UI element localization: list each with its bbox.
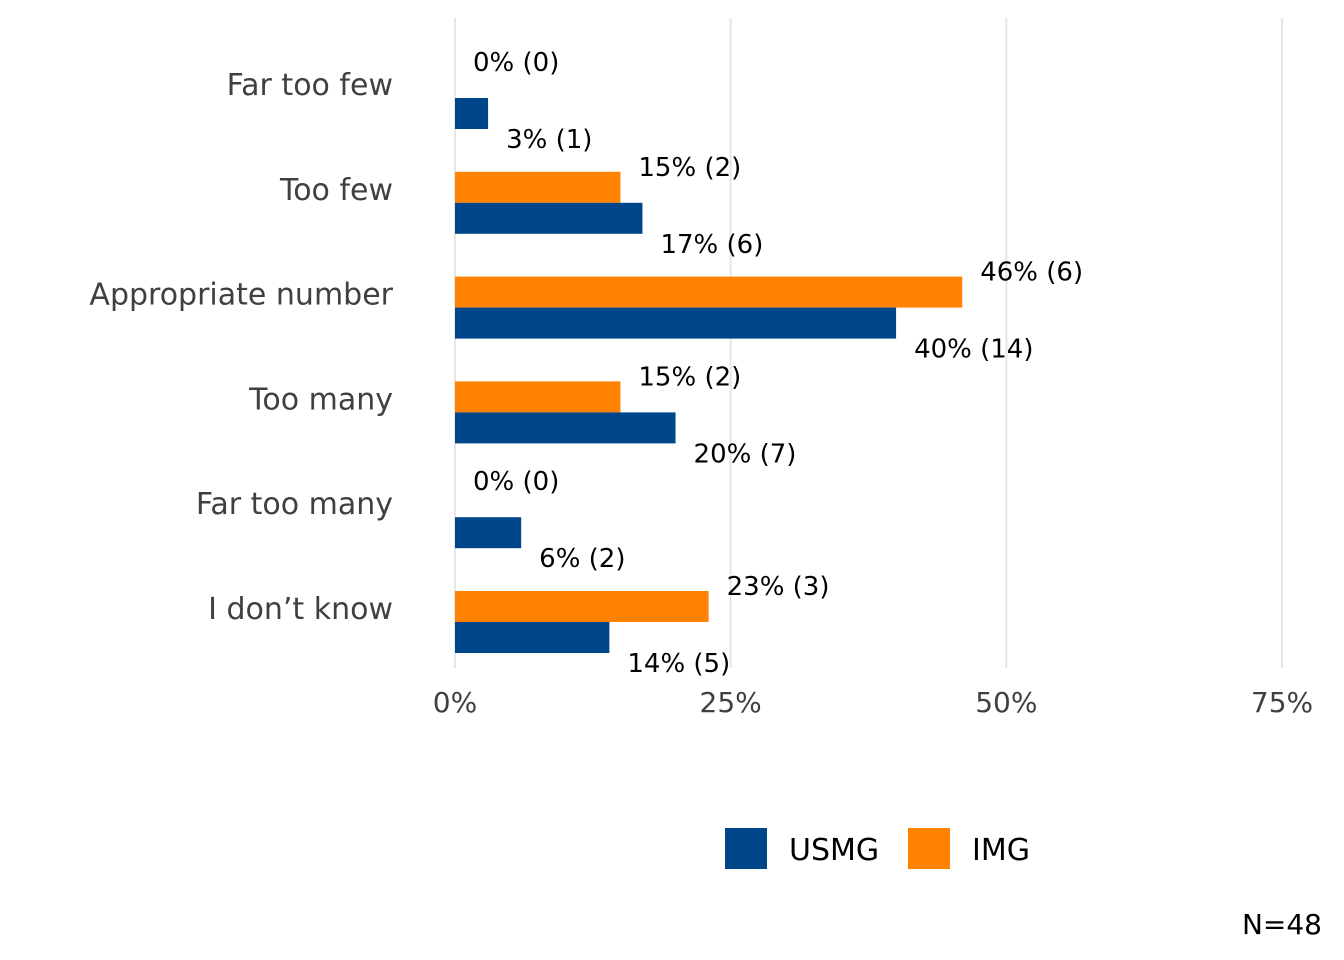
bar-img <box>455 171 621 203</box>
x-axis-ticks: 0% 25% 50% 75% <box>433 686 1313 719</box>
data-label-img: 0% (0) <box>473 467 559 497</box>
bar-img <box>455 276 963 308</box>
category-label: Far too many <box>196 487 393 522</box>
legend-swatch-usmg <box>725 828 767 869</box>
category-labels: Far too few Too few Appropriate number Too … <box>89 68 393 627</box>
bar-usmg <box>455 202 643 234</box>
legend: USMG IMG <box>725 828 1030 869</box>
bar-usmg <box>455 307 897 339</box>
bar-img <box>455 381 621 413</box>
data-label-usmg: 3% (1) <box>506 125 592 155</box>
x-tick-label: 25% <box>700 686 762 719</box>
data-label-usmg: 6% (2) <box>539 544 625 574</box>
legend-label-usmg: USMG <box>789 833 879 868</box>
data-label-usmg: 20% (7) <box>694 439 797 469</box>
data-label-img: 46% (6) <box>980 258 1083 288</box>
category-label: Too many <box>248 382 393 417</box>
bar-usmg <box>455 517 522 549</box>
data-label-img: 15% (2) <box>638 362 741 392</box>
sample-size-note: N=48 <box>1242 908 1322 941</box>
bar-usmg <box>455 412 676 444</box>
legend-swatch-img <box>908 828 950 869</box>
gridlines <box>454 18 1283 668</box>
bar-img <box>455 591 709 622</box>
data-label-img: 0% (0) <box>473 48 559 78</box>
category-label: Appropriate number <box>89 278 393 313</box>
x-tick-label: 0% <box>433 686 477 719</box>
category-label: Far too few <box>227 68 393 103</box>
data-label-usmg: 40% (14) <box>914 335 1033 365</box>
x-tick-label: 75% <box>1251 686 1313 719</box>
data-label-usmg: 17% (6) <box>660 230 763 260</box>
legend-label-img: IMG <box>972 833 1030 868</box>
data-labels: 0% (0) 3% (1) 15% (2) 17% (6) 46% (6) 40% (14… <box>473 48 1083 679</box>
bar-usmg <box>455 622 610 653</box>
category-label: Too few <box>279 173 393 208</box>
x-tick-label: 50% <box>975 686 1037 719</box>
data-label-img: 23% (3) <box>727 572 830 602</box>
bars <box>455 98 963 653</box>
bar-usmg <box>455 98 489 129</box>
data-label-img: 15% (2) <box>638 153 741 183</box>
category-label: I don’t know <box>208 592 393 627</box>
data-label-usmg: 14% (5) <box>627 649 730 679</box>
